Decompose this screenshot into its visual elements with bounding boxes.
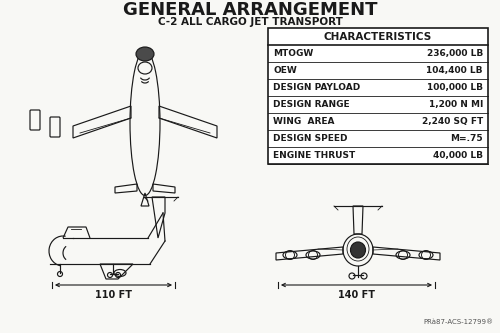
Text: GENERAL ARRANGEMENT: GENERAL ARRANGEMENT [123, 1, 378, 19]
Text: 140 FT: 140 FT [338, 290, 375, 300]
Text: 100,000 LB: 100,000 LB [427, 83, 483, 92]
Text: CHARACTERISTICS: CHARACTERISTICS [324, 33, 432, 43]
Ellipse shape [136, 47, 154, 61]
Text: 1,200 N MI: 1,200 N MI [428, 100, 483, 109]
Text: WING  AREA: WING AREA [273, 117, 334, 126]
Text: 40,000 LB: 40,000 LB [433, 151, 483, 160]
Text: 104,400 LB: 104,400 LB [426, 66, 483, 75]
Text: ENGINE THRUST: ENGINE THRUST [273, 151, 355, 160]
Text: OEW: OEW [273, 66, 297, 75]
Text: PRà87-ACS-12799®: PRà87-ACS-12799® [423, 319, 493, 325]
Text: 2,240 SQ FT: 2,240 SQ FT [422, 117, 483, 126]
Ellipse shape [350, 242, 366, 258]
Bar [268, 28, 488, 164]
Text: C-2 ALL CARGO JET TRANSPORT: C-2 ALL CARGO JET TRANSPORT [158, 17, 342, 27]
Text: MTOGW: MTOGW [273, 49, 313, 58]
Text: DESIGN RANGE: DESIGN RANGE [273, 100, 349, 109]
Text: DESIGN SPEED: DESIGN SPEED [273, 134, 347, 143]
Text: 236,000 LB: 236,000 LB [427, 49, 483, 58]
Text: 110 FT: 110 FT [95, 290, 132, 300]
Text: DESIGN PAYLOAD: DESIGN PAYLOAD [273, 83, 360, 92]
Text: M=.75: M=.75 [450, 134, 483, 143]
